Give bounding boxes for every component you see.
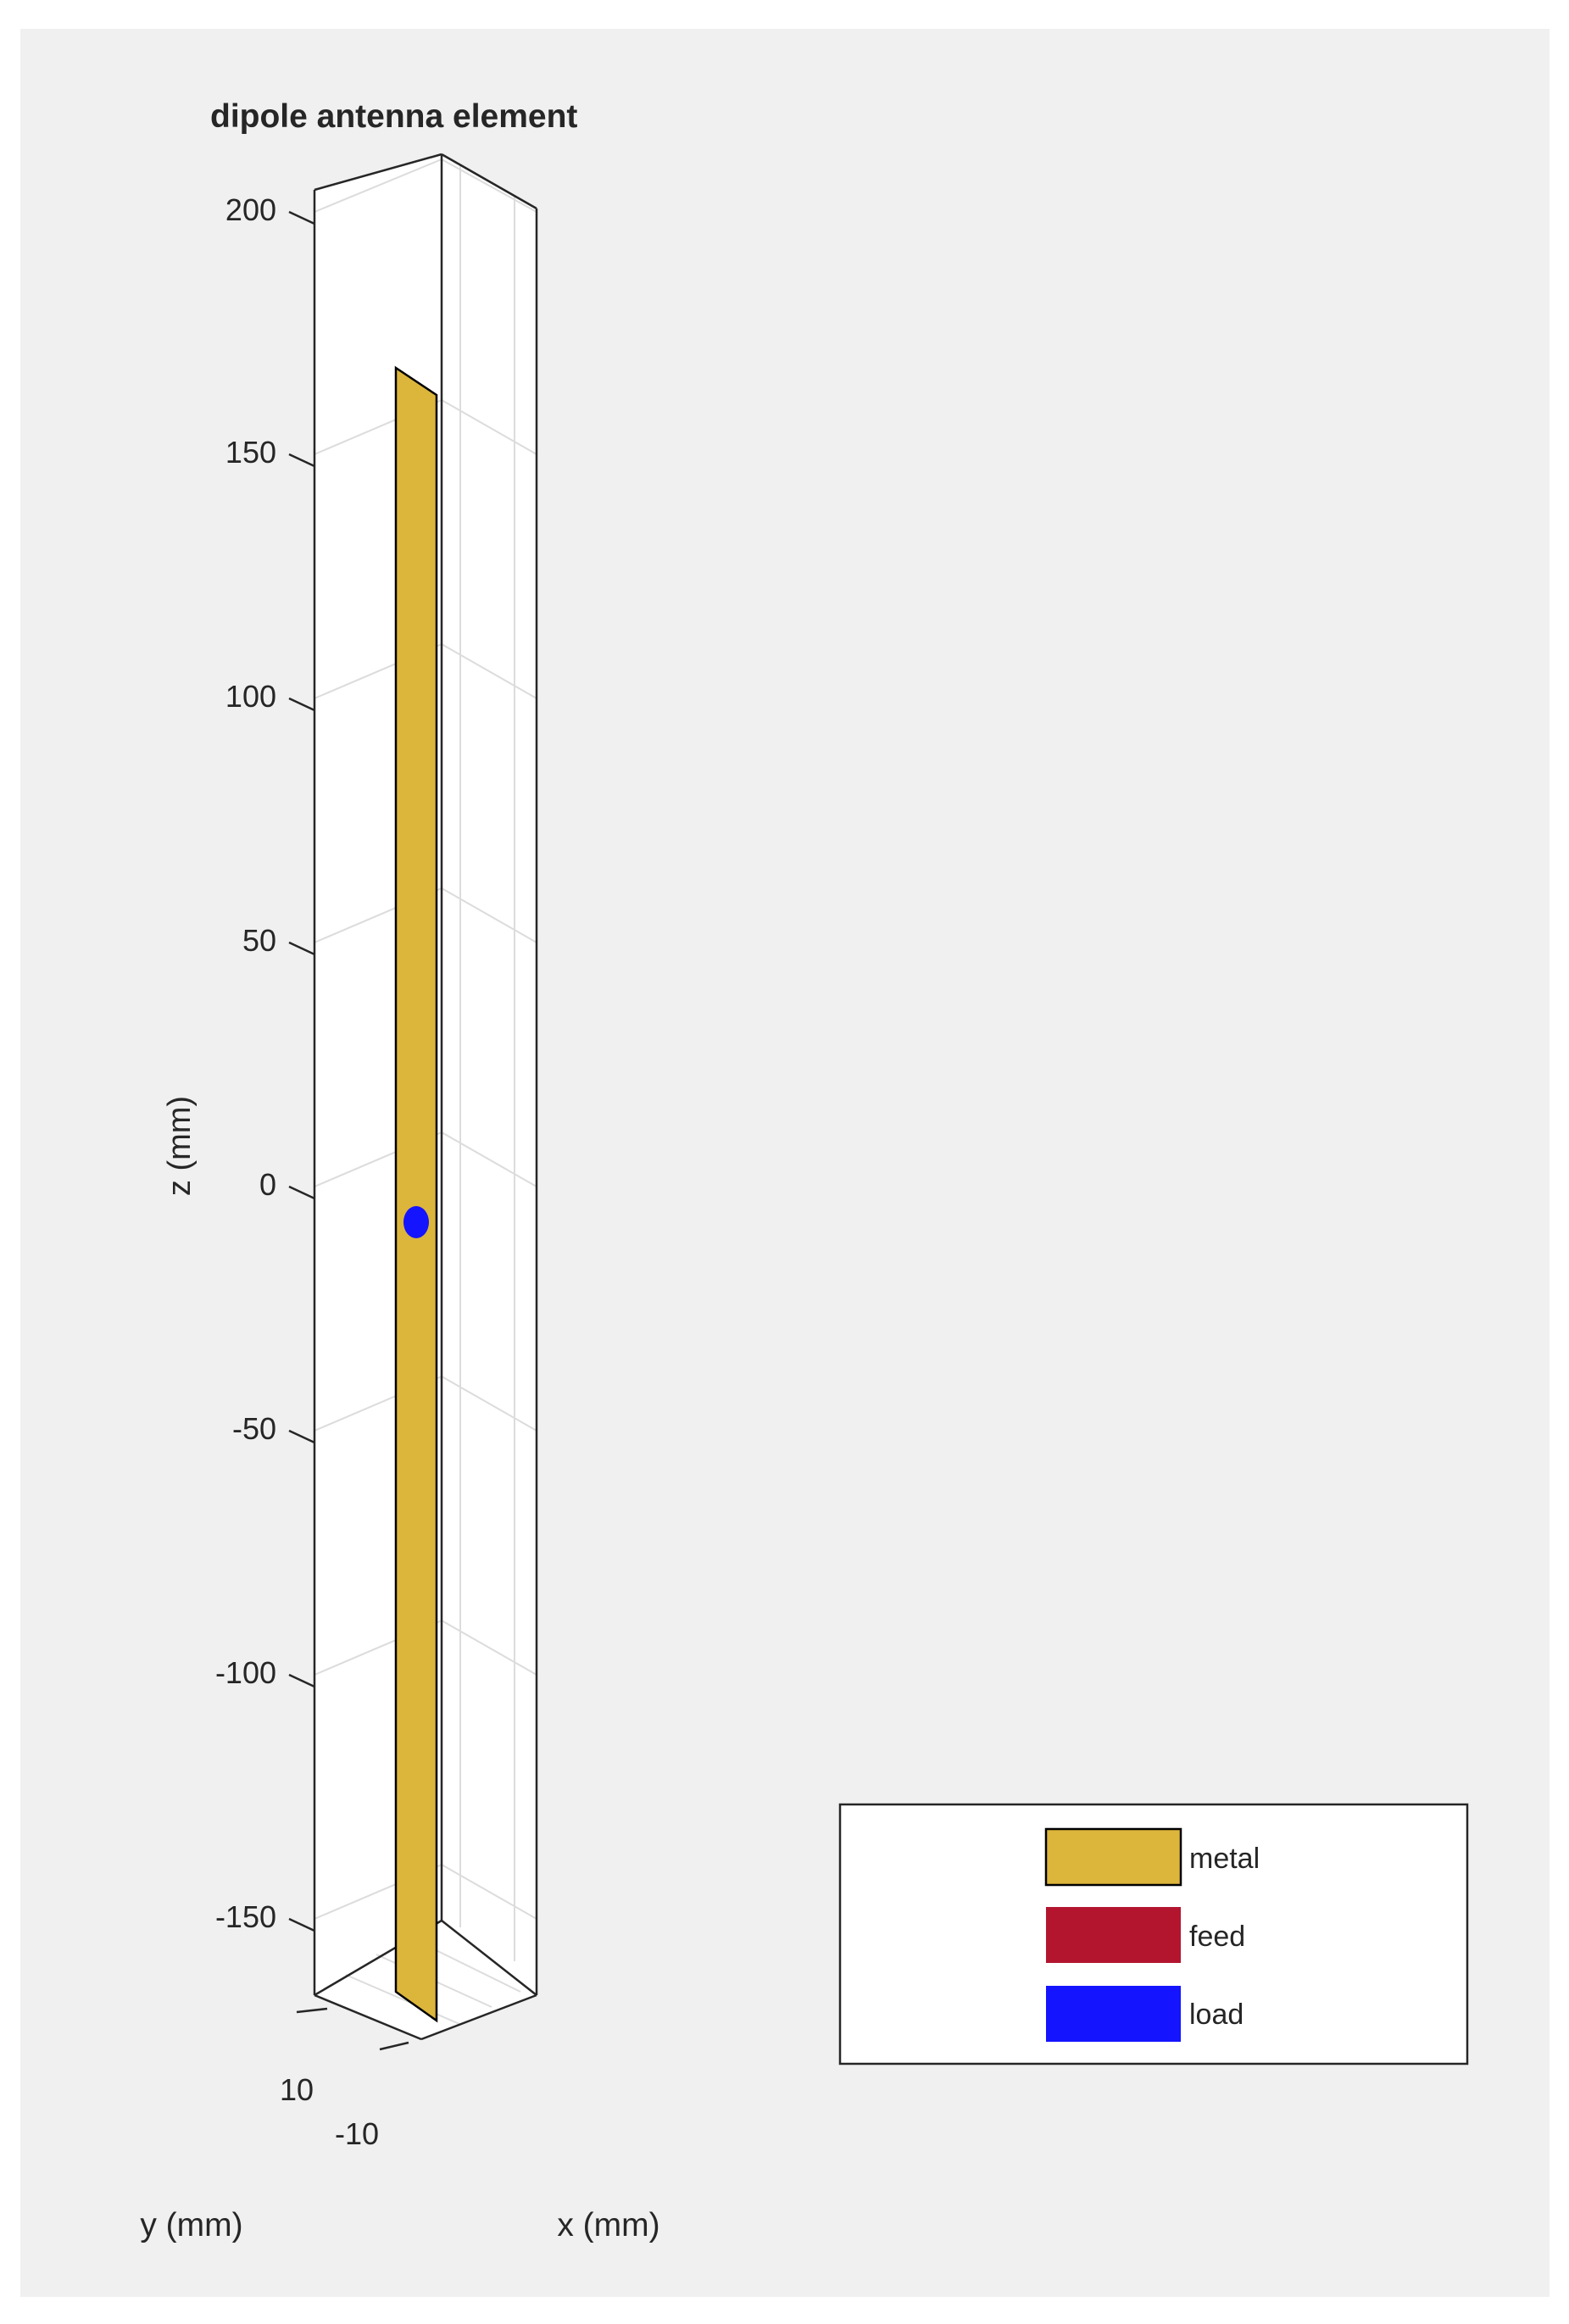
y-axis-label: y (mm): [140, 2207, 242, 2243]
y-tick-label: 10: [280, 2072, 314, 2107]
legend-item-feed: feed: [1046, 1907, 1245, 1963]
axes-3d[interactable]: [288, 153, 538, 2051]
load-marker[interactable]: [403, 1206, 429, 1238]
z-tick-label: 150: [225, 435, 276, 470]
figure-canvas: dipole antenna element: [20, 29, 1550, 2297]
legend-swatch-load: [1046, 1986, 1181, 2042]
legend-item-metal: metal: [1044, 1827, 1260, 1887]
z-tick-label: 200: [225, 192, 276, 227]
legend-label: load: [1189, 1999, 1244, 2031]
z-tick-label: 0: [259, 1167, 276, 1202]
z-tick-label: 100: [225, 679, 276, 714]
x-axis-label: x (mm): [557, 2207, 659, 2243]
z-tick-label: 50: [242, 923, 276, 958]
z-tick-label: -100: [215, 1655, 276, 1690]
legend[interactable]: metal feed load: [838, 1803, 1469, 2065]
plot-svg: dipole antenna element: [140, 98, 1469, 2243]
z-tick-label: -150: [215, 1899, 276, 1934]
legend-swatch-feed: [1046, 1907, 1181, 1963]
z-tick-label: -50: [232, 1411, 276, 1446]
y-tick-label: -10: [335, 2116, 379, 2151]
legend-label: metal: [1189, 1843, 1260, 1875]
legend-item-load: load: [1046, 1986, 1244, 2042]
z-tick-labels: 200 150 100 50 0 -50 -100 -150: [215, 192, 276, 1934]
y-tick-marks: [296, 2007, 409, 2051]
z-tick-marks: [288, 210, 315, 1932]
z-axis-label: z (mm): [162, 1096, 198, 1196]
y-tick-labels: 10 -10: [280, 2072, 379, 2151]
plot-title: dipole antenna element: [210, 98, 577, 135]
metal-strip[interactable]: [394, 365, 438, 2023]
legend-label: feed: [1189, 1921, 1245, 1953]
legend-swatch-metal: [1044, 1827, 1182, 1887]
